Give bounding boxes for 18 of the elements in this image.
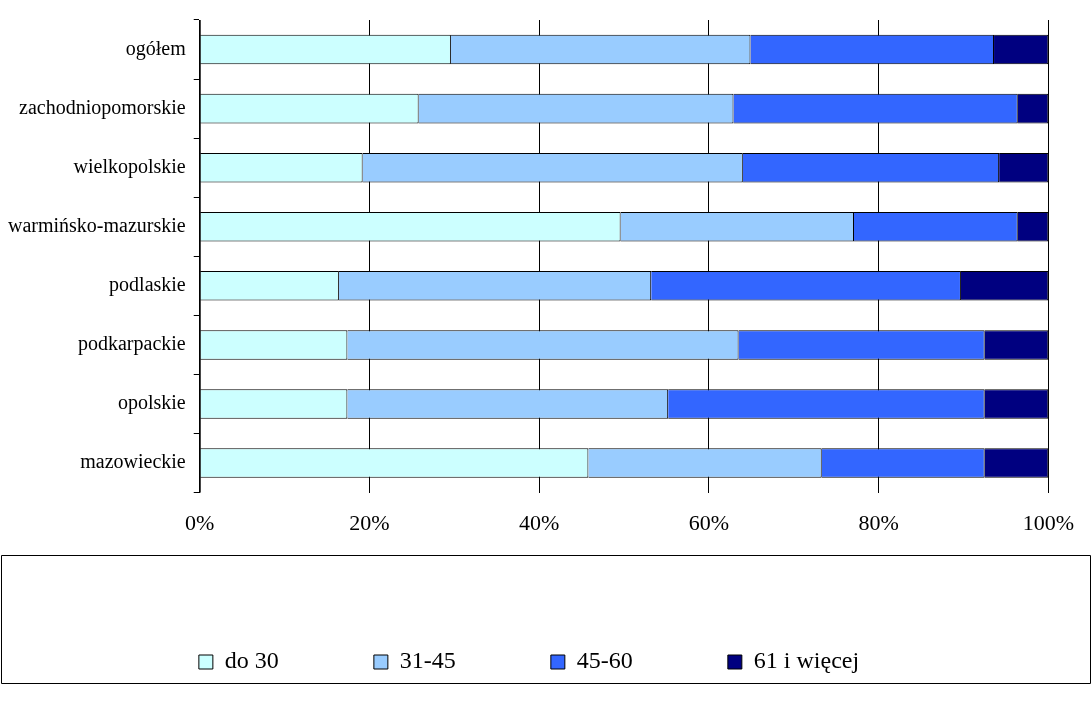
x-tick-label: 0% xyxy=(185,509,215,535)
legend-label: 61 i więcej xyxy=(753,647,860,674)
y-tick-label: ogółem xyxy=(125,36,187,60)
y-tick-label: warmińsko-mazurskie xyxy=(7,214,186,237)
x-tick-label: 80% xyxy=(858,509,899,535)
y-tick-label: mazowieckie xyxy=(80,450,186,473)
y-tick-label: podkarpackie xyxy=(77,332,186,356)
x-tick-label: 100% xyxy=(1022,509,1074,535)
y-tick-label: podlaskie xyxy=(109,273,186,297)
y-tick-label: opolskie xyxy=(117,391,186,415)
y-tick-label: wielkopolskie xyxy=(73,154,186,178)
legend-label: do 30 xyxy=(224,647,279,674)
x-tick-label: 60% xyxy=(688,509,730,535)
x-tick-label: 40% xyxy=(519,509,560,535)
legend-label: 45-60 xyxy=(576,647,633,674)
y-tick-label: zachodniopomorskie xyxy=(19,95,186,119)
x-tick-label: 20% xyxy=(349,509,390,535)
legend-label: 31-45 xyxy=(399,647,456,674)
